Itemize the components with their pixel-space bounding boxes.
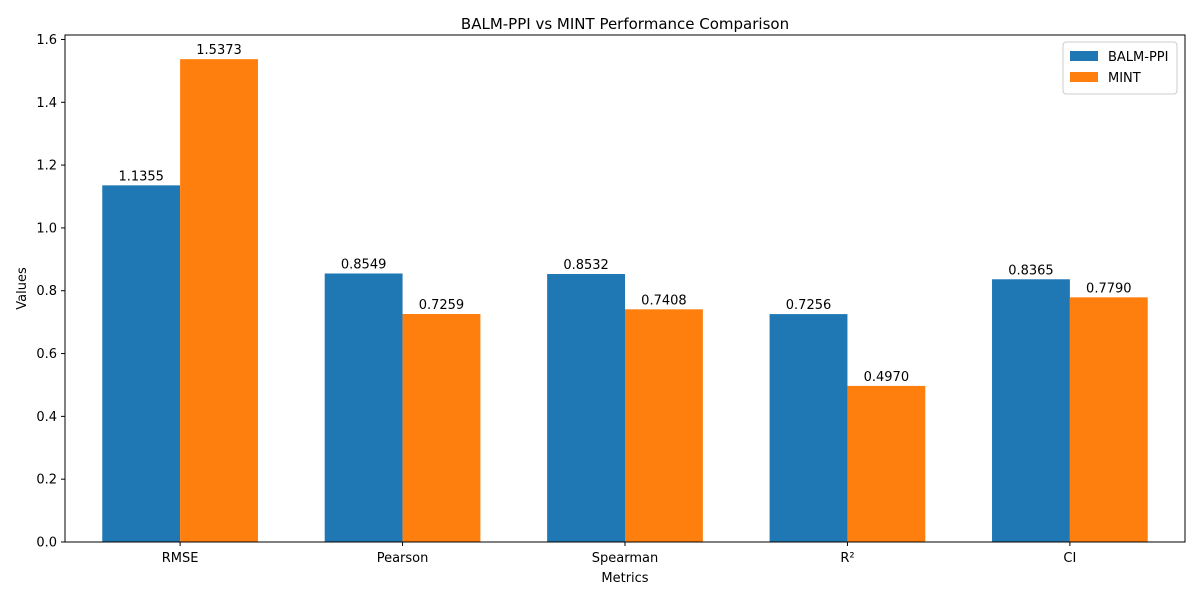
bar-label-mint-rmse: 1.5373 bbox=[196, 43, 242, 58]
legend-label-mint: MINT bbox=[1108, 71, 1141, 86]
bar-mint-spearman bbox=[625, 309, 703, 542]
y-tick-label: 0.8 bbox=[36, 284, 57, 299]
bar-mint-rmse bbox=[180, 59, 258, 543]
y-axis: 0.0 0.2 0.4 0.6 0.8 1.0 1.2 1.4 1.6 bbox=[36, 33, 65, 551]
bar-balm-ppi-rmse bbox=[102, 185, 181, 542]
bar-balm-ppi-spearman bbox=[547, 274, 625, 542]
bar-mint-r bbox=[847, 385, 926, 542]
y-tick-label: 0.4 bbox=[36, 410, 57, 425]
legend-label-balm-ppi: BALM-PPI bbox=[1108, 50, 1168, 65]
legend: BALM-PPI MINT bbox=[1062, 41, 1178, 95]
x-tick-label-ci: CI bbox=[1063, 551, 1076, 566]
x-axis: RMSE Pearson Spearman R² CI bbox=[162, 542, 1076, 566]
y-tick-label: 1.0 bbox=[36, 221, 57, 236]
bar-balm-ppi-pearson bbox=[324, 273, 403, 542]
bar-label-balm-ppi-pearson: 0.8549 bbox=[341, 257, 387, 272]
y-tick-label: 1.4 bbox=[36, 96, 57, 111]
bar-balm-ppi-r bbox=[769, 314, 848, 542]
bar-label-mint-pearson: 0.7259 bbox=[419, 298, 465, 313]
chart-title: BALM-PPI vs MINT Performance Comparison bbox=[461, 15, 789, 33]
y-tick-label: 0.6 bbox=[36, 347, 57, 362]
plot-frame bbox=[64, 34, 1186, 543]
bar-label-balm-ppi-rmse: 1.1355 bbox=[118, 169, 164, 184]
legend-swatch-balm-ppi bbox=[1070, 51, 1098, 61]
y-tick-label: 0.2 bbox=[36, 473, 57, 488]
x-tick-label-r: R² bbox=[840, 551, 854, 566]
y-tick-label: 0.0 bbox=[36, 536, 57, 551]
bar-mint-pearson bbox=[402, 314, 481, 542]
bar-label-balm-ppi-spearman: 0.8532 bbox=[563, 258, 609, 273]
bar-label-mint-spearman: 0.7408 bbox=[641, 293, 687, 308]
bar-label-balm-ppi-r: 0.7256 bbox=[786, 298, 832, 313]
bar-label-balm-ppi-ci: 0.8365 bbox=[1008, 263, 1054, 278]
bar-labels-group: 1.1355 0.8549 0.8532 0.7256 0.8365 1.5373 0.72… bbox=[118, 43, 1131, 385]
bar-mint-ci bbox=[1069, 297, 1148, 542]
x-tick-label-spearman: Spearman bbox=[592, 551, 658, 566]
bar-label-mint-r: 0.4970 bbox=[864, 370, 910, 385]
x-tick-label-rmse: RMSE bbox=[162, 551, 199, 566]
y-tick-label: 1.2 bbox=[36, 159, 57, 174]
bars-group bbox=[102, 59, 1148, 543]
y-axis-label: Values bbox=[15, 267, 30, 310]
y-tick-label: 1.6 bbox=[36, 33, 57, 48]
bar-balm-ppi-ci bbox=[992, 279, 1070, 542]
x-tick-label-pearson: Pearson bbox=[377, 551, 429, 566]
x-axis-label: Metrics bbox=[601, 571, 648, 586]
legend-swatch-mint bbox=[1070, 72, 1098, 82]
bar-label-mint-ci: 0.7790 bbox=[1086, 281, 1132, 296]
